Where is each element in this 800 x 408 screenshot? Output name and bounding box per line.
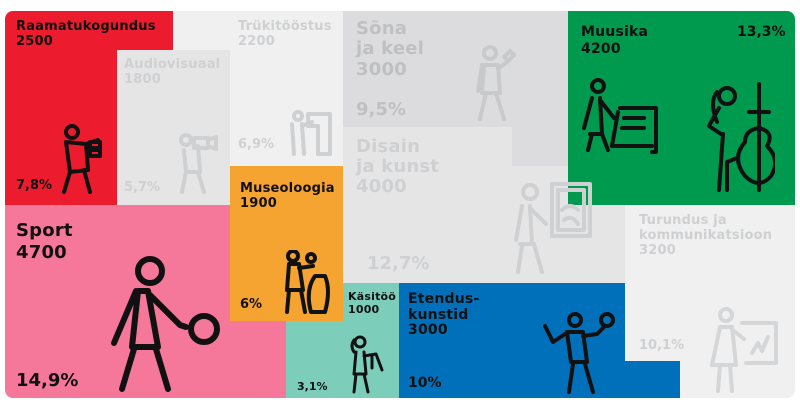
sector-value: 1000 [348, 303, 380, 316]
sector-percent: 3,1% [297, 380, 328, 393]
craftsperson-icon [350, 335, 384, 394]
presenter-chart-icon [710, 307, 778, 393]
sector-name: Käsitöö [348, 290, 397, 303]
sector-value: 3000 [408, 322, 448, 338]
librarian-books-icon [62, 124, 102, 194]
sector-percent: 7,8% [16, 178, 53, 193]
sector-name: Sõna ja keel [356, 18, 425, 59]
sector-name: Trükitööstus [238, 19, 332, 34]
sector-name: Turundus ja kommunikatsioon [639, 213, 773, 243]
sector-percent: 14,9% [16, 370, 79, 391]
sector-name: Raamatukogundus [16, 19, 156, 34]
sector-value: 1900 [240, 196, 277, 211]
sector-name: Sport [16, 220, 73, 241]
sector-value: 1800 [124, 72, 161, 87]
sector-name: Disain ja kunst [356, 136, 440, 177]
sector-percent: 10% [408, 375, 442, 391]
camera-operator-icon [179, 133, 218, 194]
sector-value: 3200 [639, 243, 676, 258]
sector-name: Audiovisuaal [124, 57, 221, 72]
museum-vase-icon [285, 250, 330, 314]
speaker-microphone-icon [476, 45, 516, 121]
sector-value: 3000 [356, 59, 407, 80]
sector-percent: 6% [240, 297, 263, 312]
sector-percent: 12,7% [367, 253, 430, 274]
printer-operator-icon [290, 110, 332, 156]
sector-percent: 6,9% [238, 137, 275, 152]
ball-player-icon [111, 256, 220, 392]
sector-percent: 10,1% [639, 338, 685, 353]
sector-percent: 5,7% [124, 180, 161, 195]
sector-name: Etendus- kunstid [408, 291, 480, 323]
painter-canvas-icon [514, 182, 592, 274]
sector-percent: 9,5% [356, 99, 406, 120]
keyboard-player-icon [582, 78, 658, 154]
sector-name: Museoloogia [240, 181, 335, 196]
sector-value: 4700 [16, 242, 67, 263]
sector-value: 4000 [356, 176, 407, 197]
sector-name: Muusika [581, 24, 649, 40]
cellist-icon [707, 82, 775, 192]
sector-percent: 13,3% [737, 24, 786, 40]
sector-value: 2200 [238, 34, 275, 49]
actor-skull-icon [543, 312, 615, 394]
sector-value: 2500 [16, 34, 53, 49]
block-audiovisuaal [117, 50, 230, 205]
block-museoloogia [230, 166, 343, 321]
block-kasitoo-2 [286, 321, 399, 398]
block-etendus-2 [625, 361, 680, 398]
sector-value: 4200 [581, 41, 621, 57]
